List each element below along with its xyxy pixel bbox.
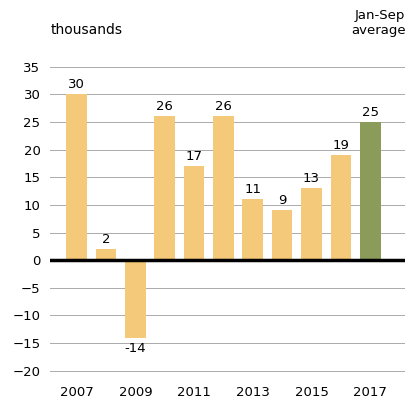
Bar xyxy=(154,117,175,260)
Text: 19: 19 xyxy=(332,139,349,152)
Text: 17: 17 xyxy=(186,150,203,163)
Text: 26: 26 xyxy=(156,100,173,113)
Text: 13: 13 xyxy=(303,172,320,185)
Bar xyxy=(301,189,322,260)
Text: Jan-Sep
average: Jan-Sep average xyxy=(351,9,405,37)
Bar xyxy=(242,199,263,260)
Bar xyxy=(360,122,380,260)
Bar xyxy=(96,249,116,260)
Text: 2: 2 xyxy=(102,233,110,246)
Bar xyxy=(66,94,87,260)
Text: 26: 26 xyxy=(215,100,232,113)
Text: 30: 30 xyxy=(68,78,85,91)
Text: 9: 9 xyxy=(278,194,286,207)
Bar xyxy=(213,117,234,260)
Text: -14: -14 xyxy=(125,342,146,355)
Text: thousands: thousands xyxy=(50,23,122,37)
Bar xyxy=(272,210,293,260)
Bar xyxy=(125,260,145,337)
Bar xyxy=(184,166,204,260)
Text: 25: 25 xyxy=(362,106,379,119)
Text: 11: 11 xyxy=(244,183,261,196)
Bar xyxy=(331,155,351,260)
